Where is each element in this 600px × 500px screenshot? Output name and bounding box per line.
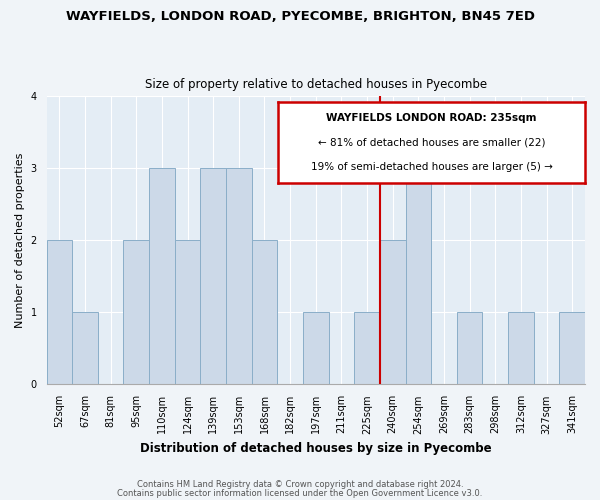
Bar: [124, 240, 149, 384]
Bar: [200, 168, 226, 384]
Text: Contains public sector information licensed under the Open Government Licence v3: Contains public sector information licen…: [118, 488, 482, 498]
Bar: [457, 312, 482, 384]
Bar: [354, 312, 380, 384]
Bar: [559, 312, 585, 384]
Text: Contains HM Land Registry data © Crown copyright and database right 2024.: Contains HM Land Registry data © Crown c…: [137, 480, 463, 489]
Y-axis label: Number of detached properties: Number of detached properties: [15, 152, 25, 328]
Bar: [47, 240, 72, 384]
Title: Size of property relative to detached houses in Pyecombe: Size of property relative to detached ho…: [145, 78, 487, 91]
Bar: [303, 312, 329, 384]
Bar: [251, 240, 277, 384]
Text: WAYFIELDS, LONDON ROAD, PYECOMBE, BRIGHTON, BN45 7ED: WAYFIELDS, LONDON ROAD, PYECOMBE, BRIGHT…: [65, 10, 535, 23]
Bar: [175, 240, 200, 384]
Bar: [72, 312, 98, 384]
Bar: [508, 312, 534, 384]
Bar: [380, 240, 406, 384]
Bar: [149, 168, 175, 384]
Bar: [226, 168, 251, 384]
X-axis label: Distribution of detached houses by size in Pyecombe: Distribution of detached houses by size …: [140, 442, 491, 455]
Bar: [406, 168, 431, 384]
